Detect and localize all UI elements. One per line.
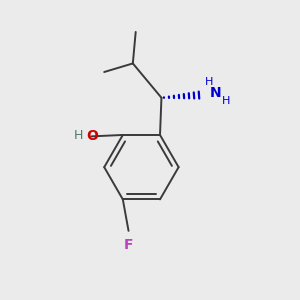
Text: N: N	[209, 86, 221, 100]
Text: F: F	[124, 238, 133, 252]
Text: O: O	[86, 129, 98, 143]
Text: H: H	[205, 77, 213, 87]
Text: H: H	[222, 96, 230, 106]
Text: H: H	[74, 129, 83, 142]
